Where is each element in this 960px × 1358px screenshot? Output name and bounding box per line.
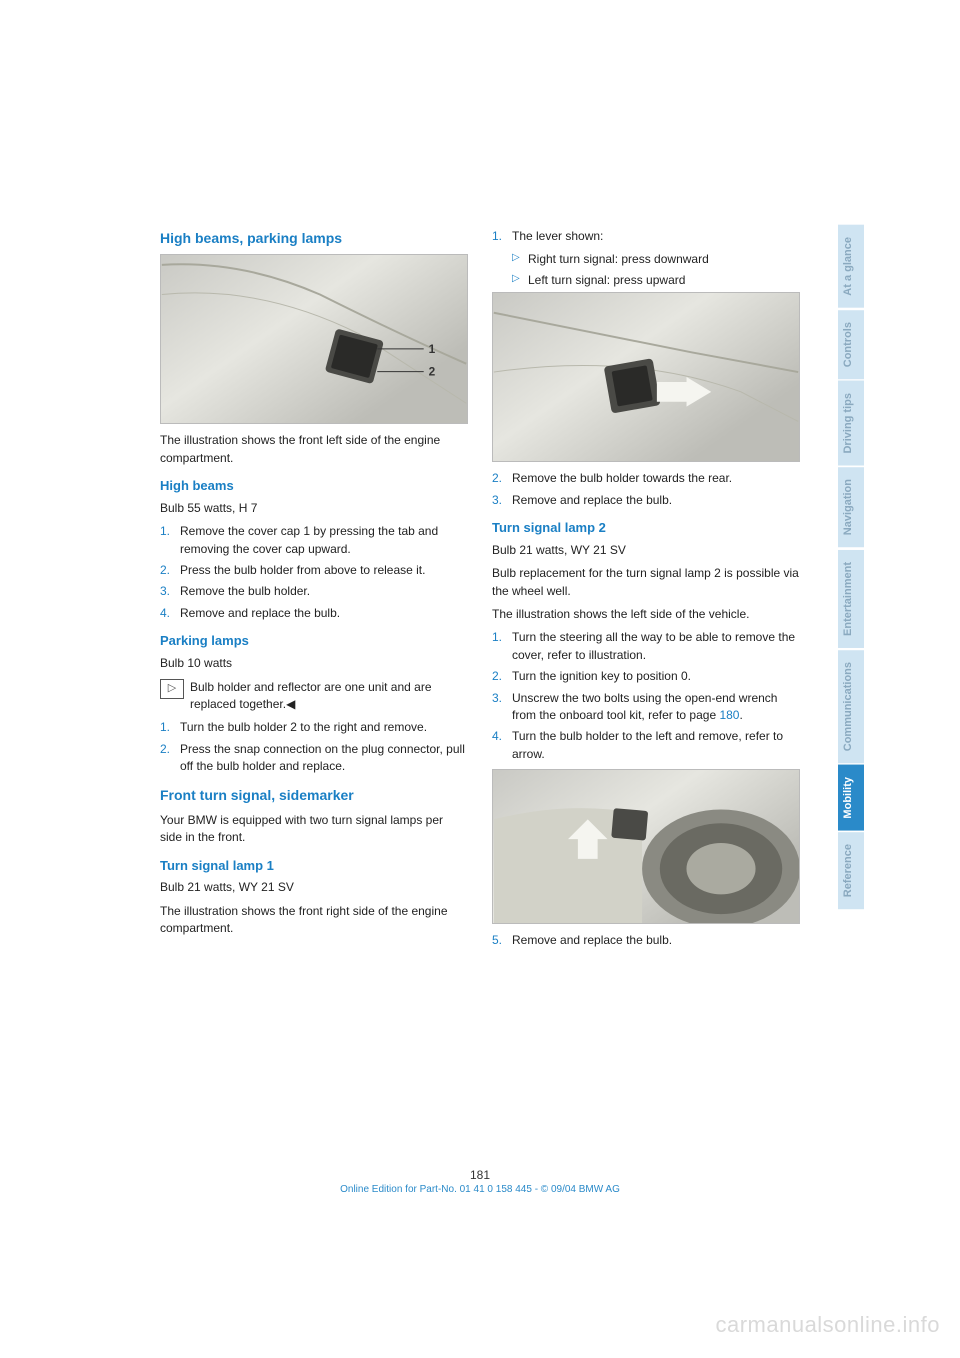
page-content: High beams, parking lamps 1 2 The illust… bbox=[160, 228, 800, 955]
illustration-wheel-well bbox=[492, 769, 800, 924]
step-number: 3. bbox=[492, 492, 512, 509]
step-text: Turn the bulb holder 2 to the right and … bbox=[180, 719, 427, 736]
step-number: 2. bbox=[492, 668, 512, 685]
tab-mobility[interactable]: Mobility bbox=[838, 765, 864, 831]
step-number: 2. bbox=[160, 562, 180, 579]
step-text: Turn the ignition key to position 0. bbox=[512, 668, 691, 685]
step-text: Turn the steering all the way to be able… bbox=[512, 629, 800, 664]
watermark: carmanualsonline.info bbox=[715, 1312, 940, 1338]
heading-parking-lamps: Parking lamps bbox=[160, 632, 468, 651]
list-item: ▷Right turn signal: press downward bbox=[512, 251, 800, 268]
list-item: 1.Remove the cover cap 1 by pressing the… bbox=[160, 523, 468, 558]
list-item: 1. The lever shown: bbox=[492, 228, 800, 245]
note-text: Bulb holder and reflector are one unit a… bbox=[190, 679, 468, 714]
page-footer: 181 Online Edition for Part-No. 01 41 0 … bbox=[160, 1168, 800, 1195]
lever-sublist: ▷Right turn signal: press downward▷Left … bbox=[512, 251, 800, 289]
heading-high-beams: High beams bbox=[160, 477, 468, 496]
footer-line: Online Edition for Part-No. 01 41 0 158 … bbox=[160, 1184, 800, 1195]
illustration-engine-right bbox=[492, 292, 800, 462]
list-item: 5. Remove and replace the bulb. bbox=[492, 932, 800, 949]
sub-text: Left turn signal: press upward bbox=[528, 272, 685, 289]
list-item: 2.Press the bulb holder from above to re… bbox=[160, 562, 468, 579]
side-tabs: At a glanceControlsDriving tipsNavigatio… bbox=[838, 225, 864, 912]
page-number: 181 bbox=[160, 1168, 800, 1182]
tab-at-a-glance[interactable]: At a glance bbox=[838, 225, 864, 308]
heading-high-beams-parking: High beams, parking lamps bbox=[160, 228, 468, 248]
left-column: High beams, parking lamps 1 2 The illust… bbox=[160, 228, 468, 955]
step-lever: 1. The lever shown: bbox=[492, 228, 800, 245]
illustration-svg bbox=[493, 293, 799, 461]
lamp2-p2: The illustration shows the left side of … bbox=[492, 606, 800, 623]
step-text: Press the bulb holder from above to rele… bbox=[180, 562, 425, 579]
list-item: 3.Remove and replace the bulb. bbox=[492, 492, 800, 509]
list-item: 4.Remove and replace the bulb. bbox=[160, 605, 468, 622]
illustration-engine-left: 1 2 bbox=[160, 254, 468, 424]
step-number: 3. bbox=[160, 583, 180, 600]
list-item: ▷Left turn signal: press upward bbox=[512, 272, 800, 289]
step-text: Remove the bulb holder towards the rear. bbox=[512, 470, 732, 487]
step-text: Unscrew the two bolts using the open-end… bbox=[512, 690, 800, 725]
tab-entertainment[interactable]: Entertainment bbox=[838, 550, 864, 648]
step-text: Remove the cover cap 1 by pressing the t… bbox=[180, 523, 468, 558]
svg-text:1: 1 bbox=[429, 342, 436, 356]
spec-lamp1: Bulb 21 watts, WY 21 SV bbox=[160, 879, 468, 896]
step-number: 5. bbox=[492, 932, 512, 949]
svg-text:2: 2 bbox=[429, 365, 436, 379]
steps-parking: 1.Turn the bulb holder 2 to the right an… bbox=[160, 719, 468, 775]
step-number: 1. bbox=[492, 228, 512, 245]
list-item: 3.Remove the bulb holder. bbox=[160, 583, 468, 600]
step-number: 4. bbox=[492, 728, 512, 763]
step-text: Remove and replace the bulb. bbox=[512, 932, 672, 949]
list-item: 4.Turn the bulb holder to the left and r… bbox=[492, 728, 800, 763]
heading-front-turn: Front turn signal, sidemarker bbox=[160, 785, 468, 805]
text-lamp1: The illustration shows the front right s… bbox=[160, 903, 468, 938]
list-item: 2.Press the snap connection on the plug … bbox=[160, 741, 468, 776]
spec-high-beams: Bulb 55 watts, H 7 bbox=[160, 500, 468, 517]
note-icon: ▷ bbox=[160, 679, 184, 699]
spec-parking: Bulb 10 watts bbox=[160, 655, 468, 672]
step-text: Remove and replace the bulb. bbox=[180, 605, 340, 622]
step-number: 1. bbox=[160, 719, 180, 736]
list-item: 1.Turn the steering all the way to be ab… bbox=[492, 629, 800, 664]
step-text: Turn the bulb holder to the left and rem… bbox=[512, 728, 800, 763]
heading-lamp2: Turn signal lamp 2 bbox=[492, 519, 800, 538]
sub-text: Right turn signal: press downward bbox=[528, 251, 709, 268]
tab-communications[interactable]: Communications bbox=[838, 650, 864, 763]
spec-lamp2: Bulb 21 watts, WY 21 SV bbox=[492, 542, 800, 559]
list-item: 2.Remove the bulb holder towards the rea… bbox=[492, 470, 800, 487]
step5: 5. Remove and replace the bulb. bbox=[492, 932, 800, 949]
steps-high-beams: 1.Remove the cover cap 1 by pressing the… bbox=[160, 523, 468, 622]
triangle-icon: ▷ bbox=[512, 251, 528, 268]
step-text: The lever shown: bbox=[512, 228, 603, 245]
step-number: 2. bbox=[160, 741, 180, 776]
triangle-icon: ▷ bbox=[512, 272, 528, 289]
illustration-svg: 1 2 bbox=[161, 255, 467, 423]
heading-lamp1: Turn signal lamp 1 bbox=[160, 857, 468, 876]
list-item: 2.Turn the ignition key to position 0. bbox=[492, 668, 800, 685]
step-number: 4. bbox=[160, 605, 180, 622]
steps-remove-bulb: 2.Remove the bulb holder towards the rea… bbox=[492, 470, 800, 509]
intro-front-turn: Your BMW is equipped with two turn signa… bbox=[160, 812, 468, 847]
step-text: Press the snap connection on the plug co… bbox=[180, 741, 468, 776]
list-item: 1.Turn the bulb holder 2 to the right an… bbox=[160, 719, 468, 736]
illustration-caption: The illustration shows the front left si… bbox=[160, 432, 468, 467]
right-column: 1. The lever shown: ▷Right turn signal: … bbox=[492, 228, 800, 955]
tab-driving-tips[interactable]: Driving tips bbox=[838, 381, 864, 466]
steps-lamp2: 1.Turn the steering all the way to be ab… bbox=[492, 629, 800, 763]
step-number: 3. bbox=[492, 690, 512, 725]
illustration-svg bbox=[493, 770, 799, 923]
tab-controls[interactable]: Controls bbox=[838, 310, 864, 379]
tab-navigation[interactable]: Navigation bbox=[838, 467, 864, 547]
page-link[interactable]: 180 bbox=[719, 708, 739, 722]
list-item: 3.Unscrew the two bolts using the open-e… bbox=[492, 690, 800, 725]
lamp2-p1: Bulb replacement for the turn signal lam… bbox=[492, 565, 800, 600]
step-text: Remove the bulb holder. bbox=[180, 583, 310, 600]
step-text: Remove and replace the bulb. bbox=[512, 492, 672, 509]
step-number: 1. bbox=[160, 523, 180, 558]
step-number: 1. bbox=[492, 629, 512, 664]
note-parking: ▷ Bulb holder and reflector are one unit… bbox=[160, 679, 468, 714]
step-number: 2. bbox=[492, 470, 512, 487]
tab-reference[interactable]: Reference bbox=[838, 832, 864, 909]
